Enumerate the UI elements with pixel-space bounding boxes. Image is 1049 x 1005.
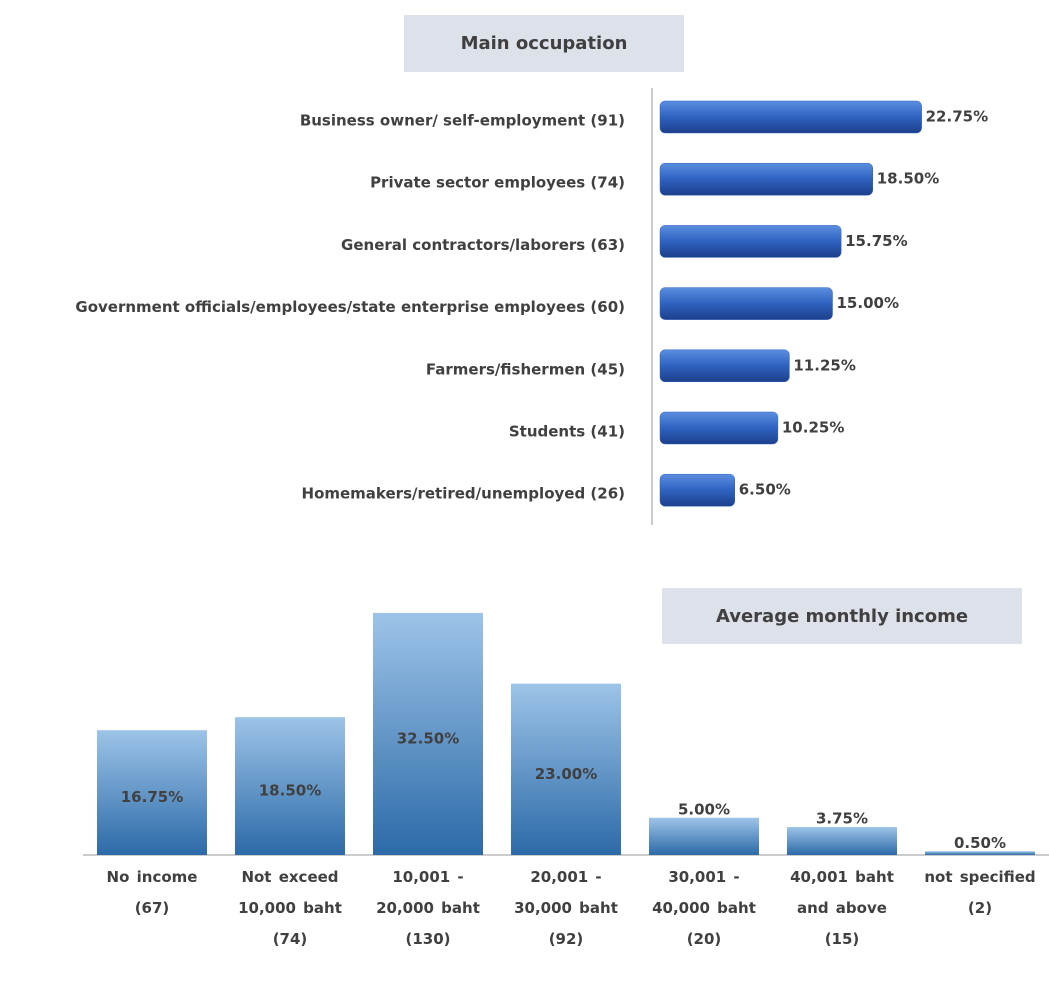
category-label: Not exceed 10,000 baht (74) bbox=[238, 868, 342, 948]
bar bbox=[787, 827, 897, 855]
bar bbox=[659, 162, 873, 196]
bar bbox=[649, 817, 759, 855]
category-label: 20,001 - 30,000 baht (92) bbox=[514, 868, 618, 948]
value-label: 5.00% bbox=[678, 800, 730, 818]
value-label: 6.50% bbox=[739, 481, 791, 499]
bar bbox=[659, 349, 790, 383]
value-label: 18.50% bbox=[877, 170, 939, 188]
title-box bbox=[404, 15, 684, 72]
bar bbox=[659, 287, 833, 320]
value-label: 15.75% bbox=[845, 232, 907, 250]
category-label: No income (67) bbox=[106, 868, 198, 917]
category-label: Homemakers/retired/unemployed (26) bbox=[302, 485, 625, 503]
category-label: Students (41) bbox=[509, 423, 625, 441]
value-label: 32.50% bbox=[397, 729, 459, 747]
category-label: 40,001 baht and above (15) bbox=[790, 868, 894, 948]
category-label: Farmers/fishermen (45) bbox=[426, 360, 625, 378]
bar bbox=[659, 225, 842, 258]
value-label: 15.00% bbox=[837, 294, 899, 312]
category-label: Government officials/employees/state ent… bbox=[75, 298, 625, 316]
category-label: 10,001 - 20,000 baht (130) bbox=[376, 868, 480, 948]
value-label: 11.25% bbox=[793, 356, 855, 374]
value-label: 0.50% bbox=[954, 834, 1006, 852]
bar bbox=[235, 717, 345, 855]
bar bbox=[97, 730, 207, 855]
bar bbox=[511, 683, 621, 855]
value-label: 3.75% bbox=[816, 810, 868, 828]
value-label: 22.75% bbox=[926, 108, 988, 126]
value-label: 18.50% bbox=[259, 782, 321, 800]
chart-title: Main occupation bbox=[461, 33, 628, 54]
bar bbox=[925, 851, 1035, 855]
bar bbox=[659, 411, 779, 445]
category-label: Private sector employees (74) bbox=[370, 174, 625, 192]
bar bbox=[373, 612, 483, 855]
value-label: 10.25% bbox=[782, 419, 844, 437]
category-label: General contractors/laborers (63) bbox=[341, 236, 625, 254]
value-label: 23.00% bbox=[535, 765, 597, 783]
category-label: not specified (2) bbox=[924, 868, 1036, 917]
value-label: 16.75% bbox=[121, 788, 183, 806]
chart-title: Average monthly income bbox=[716, 606, 968, 627]
category-label: 30,001 - 40,000 baht (20) bbox=[652, 868, 756, 948]
category-label: Business owner/ self-employment (91) bbox=[300, 112, 625, 130]
bar bbox=[659, 100, 922, 134]
bar bbox=[659, 473, 735, 507]
title-box bbox=[662, 588, 1022, 644]
